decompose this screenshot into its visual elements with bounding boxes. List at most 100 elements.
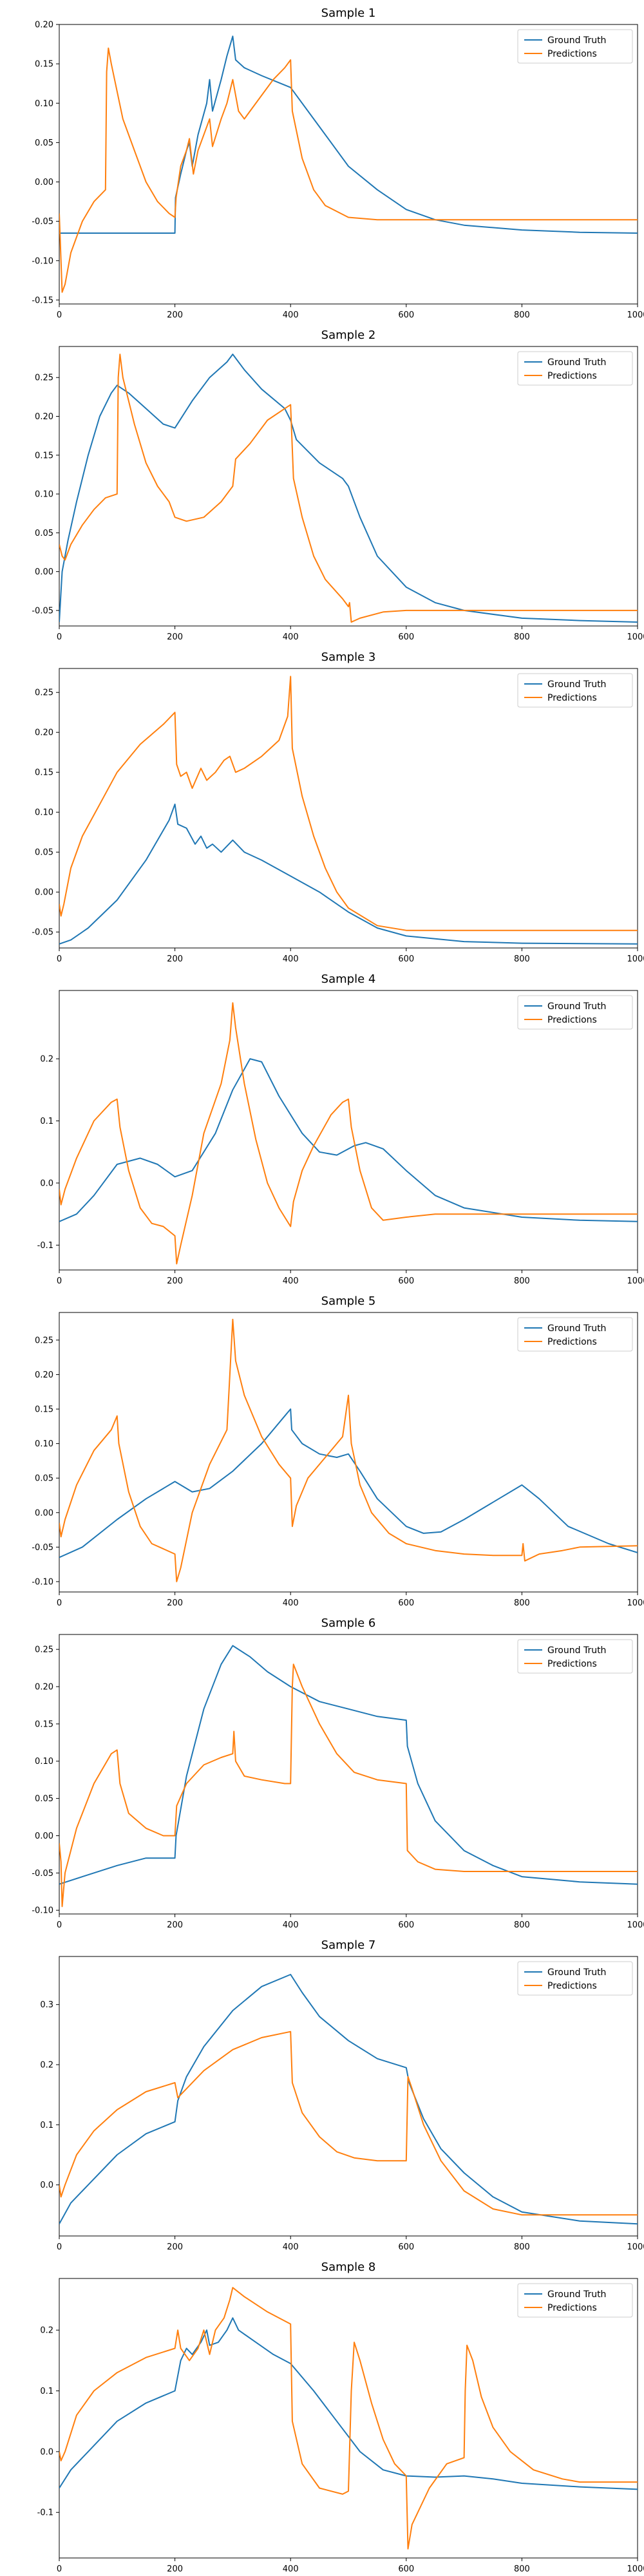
chart-title: Sample 6 <box>321 1616 376 1630</box>
legend-label: Predictions <box>547 693 597 703</box>
x-tick-label: 600 <box>398 1276 414 1286</box>
chart-title: Sample 4 <box>321 972 376 986</box>
legend-box <box>517 351 633 386</box>
x-tick-label: 200 <box>167 1598 183 1608</box>
y-tick-label: 0.00 <box>35 567 53 577</box>
y-tick-label: 0.10 <box>35 99 53 109</box>
legend-label: Ground Truth <box>547 1323 606 1334</box>
legend-label: Ground Truth <box>547 679 606 690</box>
plot-area <box>59 1312 638 1593</box>
x-tick-label: 400 <box>283 954 299 964</box>
y-tick-label: 0.15 <box>35 60 53 70</box>
y-tick-label: 0.10 <box>35 1439 53 1449</box>
y-tick-label: 0.1 <box>40 2387 53 2396</box>
plot-area <box>59 24 638 305</box>
x-tick-label: 400 <box>283 310 299 320</box>
legend-box <box>517 1639 633 1674</box>
x-tick-label: 600 <box>398 1598 414 1608</box>
y-tick-label: 0.05 <box>35 1474 53 1484</box>
y-tick-label: 0.00 <box>35 888 53 898</box>
y-tick-label: 0.20 <box>35 1370 53 1380</box>
y-tick-label: 0.2 <box>40 1055 53 1065</box>
y-tick-label: 0.10 <box>35 490 53 500</box>
x-tick-label: 200 <box>167 954 183 964</box>
x-tick-label: 0 <box>57 1920 62 1930</box>
y-tick-label: 0.15 <box>35 768 53 778</box>
x-tick-label: 800 <box>514 954 530 964</box>
x-tick-label: 800 <box>514 310 530 320</box>
x-tick-label: 0 <box>57 954 62 964</box>
y-tick-label: 0.1 <box>40 2121 53 2130</box>
ground-truth-line <box>59 1974 638 2225</box>
x-tick-label: 400 <box>283 1276 299 1286</box>
x-tick-label: 600 <box>398 954 414 964</box>
y-tick-label: 0.00 <box>35 1508 53 1518</box>
y-tick-label: 0.2 <box>40 2061 53 2070</box>
y-tick-label: -0.05 <box>32 606 53 616</box>
chart-title: Sample 3 <box>321 650 376 664</box>
chart-title: Sample 8 <box>321 2260 376 2274</box>
legend: Ground Truth Predictions <box>517 673 633 708</box>
chart-title: Sample 2 <box>321 328 376 342</box>
y-tick-label: 0.0 <box>40 2447 53 2457</box>
plot-area <box>59 990 638 1271</box>
plot-area <box>59 1956 638 2237</box>
y-tick-label: 0.0 <box>40 1179 53 1188</box>
y-tick-label: -0.05 <box>32 928 53 938</box>
y-tick-label: 0.25 <box>35 374 53 383</box>
predictions-line <box>59 47 638 293</box>
predictions-line <box>59 1002 638 1265</box>
predictions-line <box>59 2031 638 2216</box>
x-tick-label: 0 <box>57 2564 62 2574</box>
y-tick-label: 0.2 <box>40 2326 53 2336</box>
legend-box <box>517 29 633 64</box>
y-tick-label: 0.0 <box>40 2181 53 2190</box>
legend-label: Predictions <box>547 1659 597 1669</box>
legend-label: Ground Truth <box>547 1967 606 1978</box>
legend: Ground Truth Predictions <box>517 995 633 1030</box>
legend: Ground Truth Predictions <box>517 1961 633 1996</box>
y-tick-label: 0.25 <box>35 1336 53 1345</box>
plot-area <box>59 2278 638 2559</box>
x-tick-label: 400 <box>283 2564 299 2574</box>
ground-truth-line <box>59 1408 638 1558</box>
y-tick-label: 0.05 <box>35 138 53 148</box>
y-tick-label: 0.20 <box>35 728 53 738</box>
x-tick-label: 200 <box>167 2564 183 2574</box>
predictions-line <box>59 1663 638 1908</box>
x-tick-label: 800 <box>514 632 530 642</box>
x-tick-label: 200 <box>167 632 183 642</box>
legend: Ground Truth Predictions <box>517 29 633 64</box>
x-tick-label: 0 <box>57 1276 62 1286</box>
y-tick-label: -0.05 <box>32 1869 53 1879</box>
chart-title: Sample 5 <box>321 1294 376 1308</box>
y-tick-label: 0.20 <box>35 412 53 422</box>
y-tick-label: -0.15 <box>32 296 53 305</box>
x-tick-label: 800 <box>514 1276 530 1286</box>
legend-label: Ground Truth <box>547 1645 606 1656</box>
x-tick-label: 800 <box>514 2242 530 2252</box>
x-tick-label: 200 <box>167 1920 183 1930</box>
x-tick-label: 200 <box>167 310 183 320</box>
x-tick-label: 400 <box>283 1598 299 1608</box>
y-tick-label: 0.05 <box>35 1794 53 1804</box>
legend-label: Ground Truth <box>547 2289 606 2300</box>
legend-label: Predictions <box>547 1337 597 1347</box>
y-tick-label: -0.05 <box>32 1543 53 1553</box>
x-tick-label: 600 <box>398 1920 414 1930</box>
x-tick-label: 200 <box>167 1276 183 1286</box>
x-tick-label: 400 <box>283 2242 299 2252</box>
y-tick-label: 0.05 <box>35 529 53 538</box>
x-tick-label: 600 <box>398 2242 414 2252</box>
y-tick-label: -0.10 <box>32 1906 53 1916</box>
legend-label: Predictions <box>547 49 597 59</box>
